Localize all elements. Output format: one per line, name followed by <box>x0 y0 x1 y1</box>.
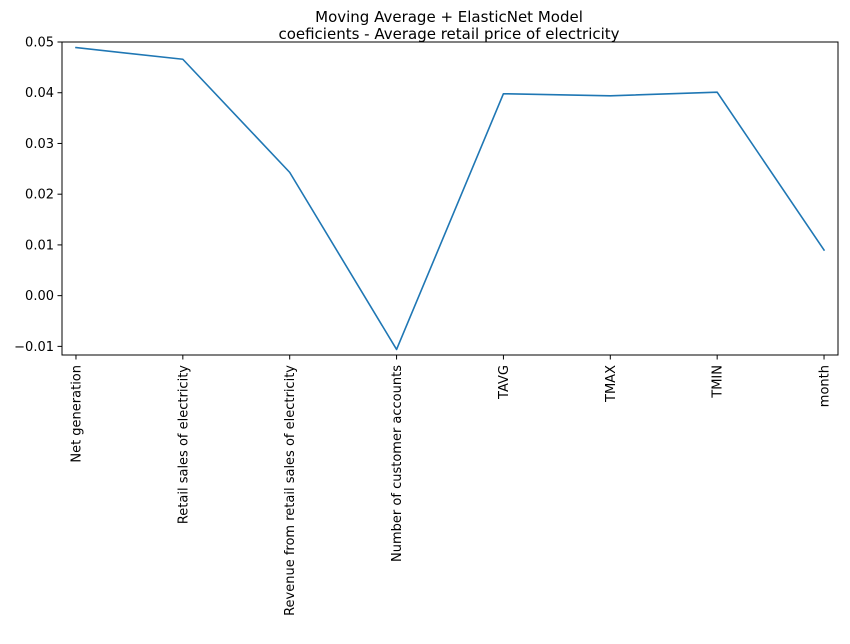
y-tick-label: 0.03 <box>25 137 54 152</box>
x-tick-label: TAVG <box>497 365 512 400</box>
y-tick-label: 0.02 <box>25 188 54 203</box>
chart-title-line-2: coeficients - Average retail price of el… <box>278 25 619 43</box>
series-line-0 <box>75 46 826 351</box>
x-tick-label: month <box>818 365 833 407</box>
y-tick-label: −0.01 <box>14 340 54 355</box>
x-tick-label: Retail sales of electricity <box>176 365 191 524</box>
y-tick-label: 0.01 <box>25 238 54 253</box>
plot-frame <box>61 41 839 356</box>
x-tick-label: Number of customer accounts <box>390 365 405 562</box>
y-tick-label: 0.05 <box>25 36 54 51</box>
plot-area: −0.01 0.00 0.01 0.02 0.03 0.04 0.05 Net generat… <box>14 36 839 616</box>
x-tick-label: TMAX <box>604 365 619 403</box>
x-tick-label: Revenue from retail sales of electricity <box>283 365 298 616</box>
x-tick-label: Net generation <box>69 365 84 463</box>
x-tick-label: TMIN <box>711 365 726 399</box>
y-tick-label: 0.00 <box>25 289 54 304</box>
chart-title-line-1: Moving Average + ElasticNet Model <box>315 8 583 26</box>
y-tick-label: 0.04 <box>25 86 54 101</box>
